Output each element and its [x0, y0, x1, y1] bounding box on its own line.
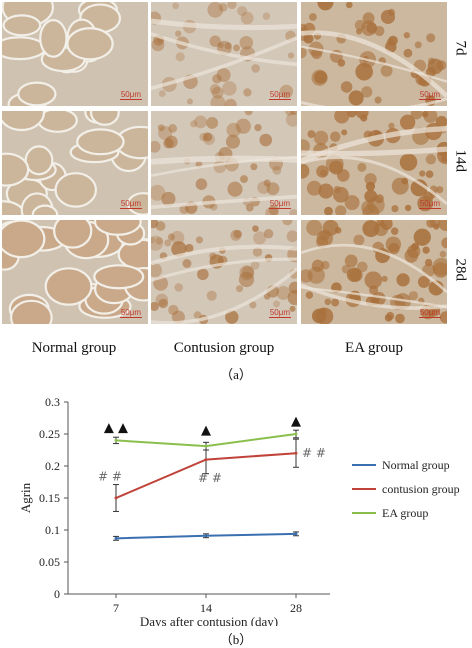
legend-label-1: contusion group	[382, 482, 460, 496]
micrograph-normal-28d: 50μm	[2, 220, 148, 324]
micrograph-ea-14d: 50μm	[301, 111, 447, 215]
data-point	[294, 451, 298, 455]
significance-triangle: ▲ ▲	[104, 420, 128, 435]
row-label-28d: 28d	[452, 258, 469, 282]
x-tick-label: 28	[290, 601, 302, 615]
micrograph-contusion-14d: 50μm	[151, 111, 297, 215]
data-point	[114, 438, 118, 442]
scale-bar: 50μm	[268, 90, 291, 100]
caption-b: （b）	[219, 632, 253, 647]
micrograph-contusion-28d: 50μm	[151, 220, 297, 324]
data-point	[294, 532, 298, 536]
row-label-14d: 14d	[452, 149, 469, 173]
scale-bar: 50μm	[119, 199, 142, 209]
micrograph-ea-7d: 50μm	[301, 2, 447, 106]
data-point	[294, 432, 298, 436]
data-point	[204, 444, 208, 448]
x-axis-label: Days after contusion (day)	[140, 614, 278, 626]
micrograph-normal-14d: 50μm	[2, 111, 148, 215]
scale-bar: 50μm	[418, 308, 441, 318]
significance-triangle: ▲	[201, 423, 211, 438]
y-tick-label: 0.1	[45, 523, 60, 537]
scale-bar: 50μm	[268, 308, 291, 318]
column-label-contusion: Contusion group	[173, 340, 275, 356]
caption-a: （a）	[220, 367, 252, 382]
data-point	[204, 458, 208, 462]
y-tick-label: 0	[54, 587, 60, 601]
agrin-line-chart: 0 0.05 0.1 0.15 0.2 0.25 0.3 7 14 28 Days after co…	[18, 395, 460, 626]
significance-hash: # #	[98, 470, 122, 484]
data-point	[114, 536, 118, 540]
y-tick-label: 0.15	[39, 491, 60, 505]
micrograph-panel: 50μm 50μm 50μm 7d 50μm 50μm 50μm 14d 50μm 50μm 50μ…	[2, 2, 469, 324]
y-tick-label: 0.2	[45, 459, 60, 473]
scale-bar: 50μm	[119, 308, 142, 318]
scale-bar: 50μm	[418, 199, 441, 209]
column-label-ea: EA group	[345, 340, 403, 356]
significance-triangle: ▲	[291, 414, 301, 429]
data-point	[114, 496, 118, 500]
y-tick-label: 0.05	[39, 555, 60, 569]
scale-bar: 50μm	[119, 90, 142, 100]
legend-label-2: EA group	[382, 506, 428, 520]
significance-hash: # #	[302, 446, 326, 460]
micrograph-ea-28d: 50μm	[301, 220, 447, 324]
scale-bar: 50μm	[418, 90, 441, 100]
y-tick-label: 0.3	[45, 395, 60, 409]
data-point	[204, 534, 208, 538]
legend-label-0: Normal group	[382, 458, 450, 472]
y-axis-label: Agrin	[18, 482, 33, 513]
micrograph-normal-7d: 50μm	[2, 2, 148, 106]
column-label-normal: Normal group	[31, 340, 117, 356]
scale-bar: 50μm	[268, 199, 291, 209]
y-tick-label: 0.25	[39, 427, 60, 441]
x-tick-label: 7	[113, 601, 119, 615]
x-tick-label: 14	[200, 601, 212, 615]
row-label-7d: 7d	[452, 40, 469, 56]
micrograph-contusion-7d: 50μm	[151, 2, 297, 106]
significance-hash: # #	[198, 471, 222, 485]
